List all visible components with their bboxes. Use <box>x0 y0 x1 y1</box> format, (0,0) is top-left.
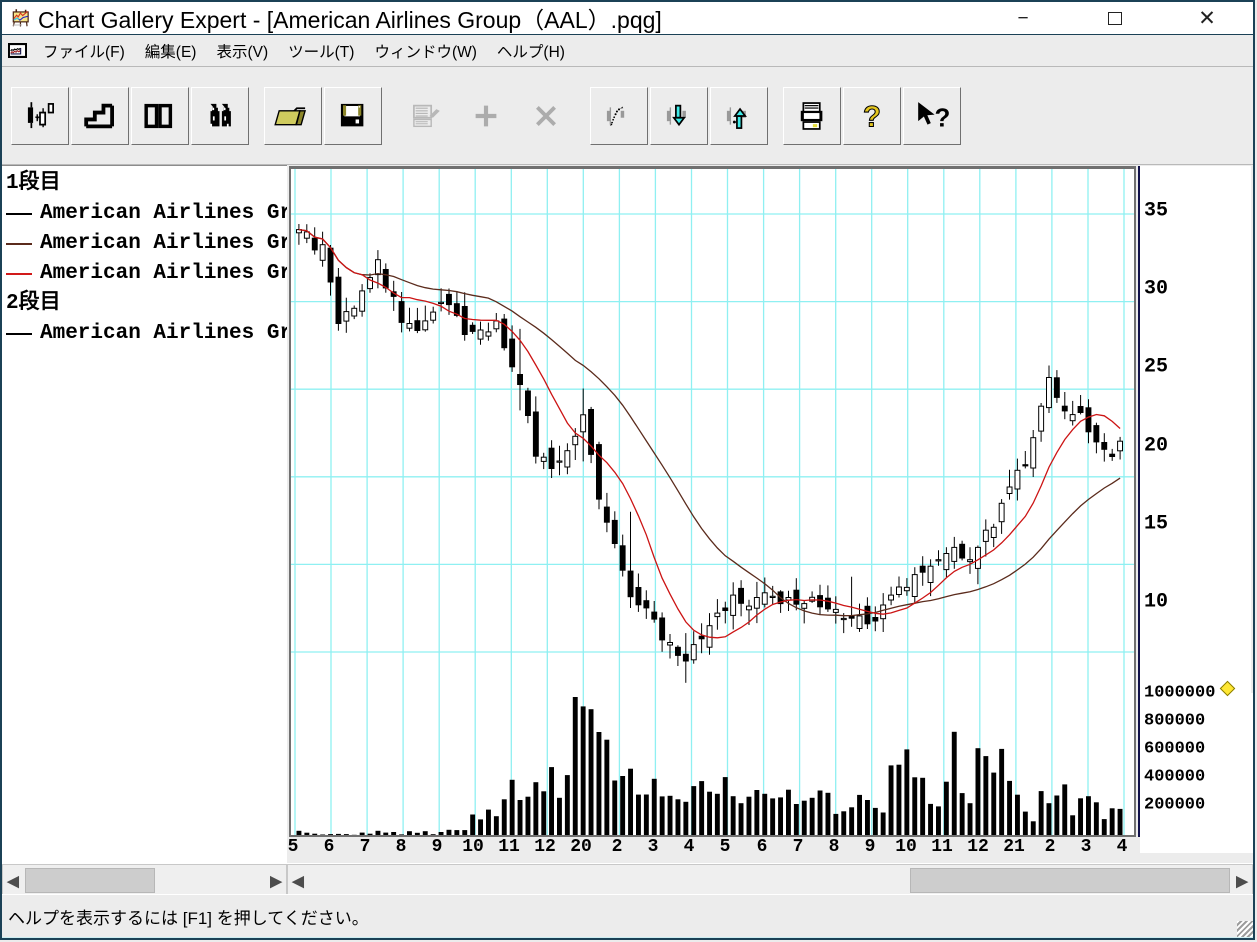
svg-text:?: ? <box>863 100 881 133</box>
svg-text:?: ? <box>934 104 950 132</box>
